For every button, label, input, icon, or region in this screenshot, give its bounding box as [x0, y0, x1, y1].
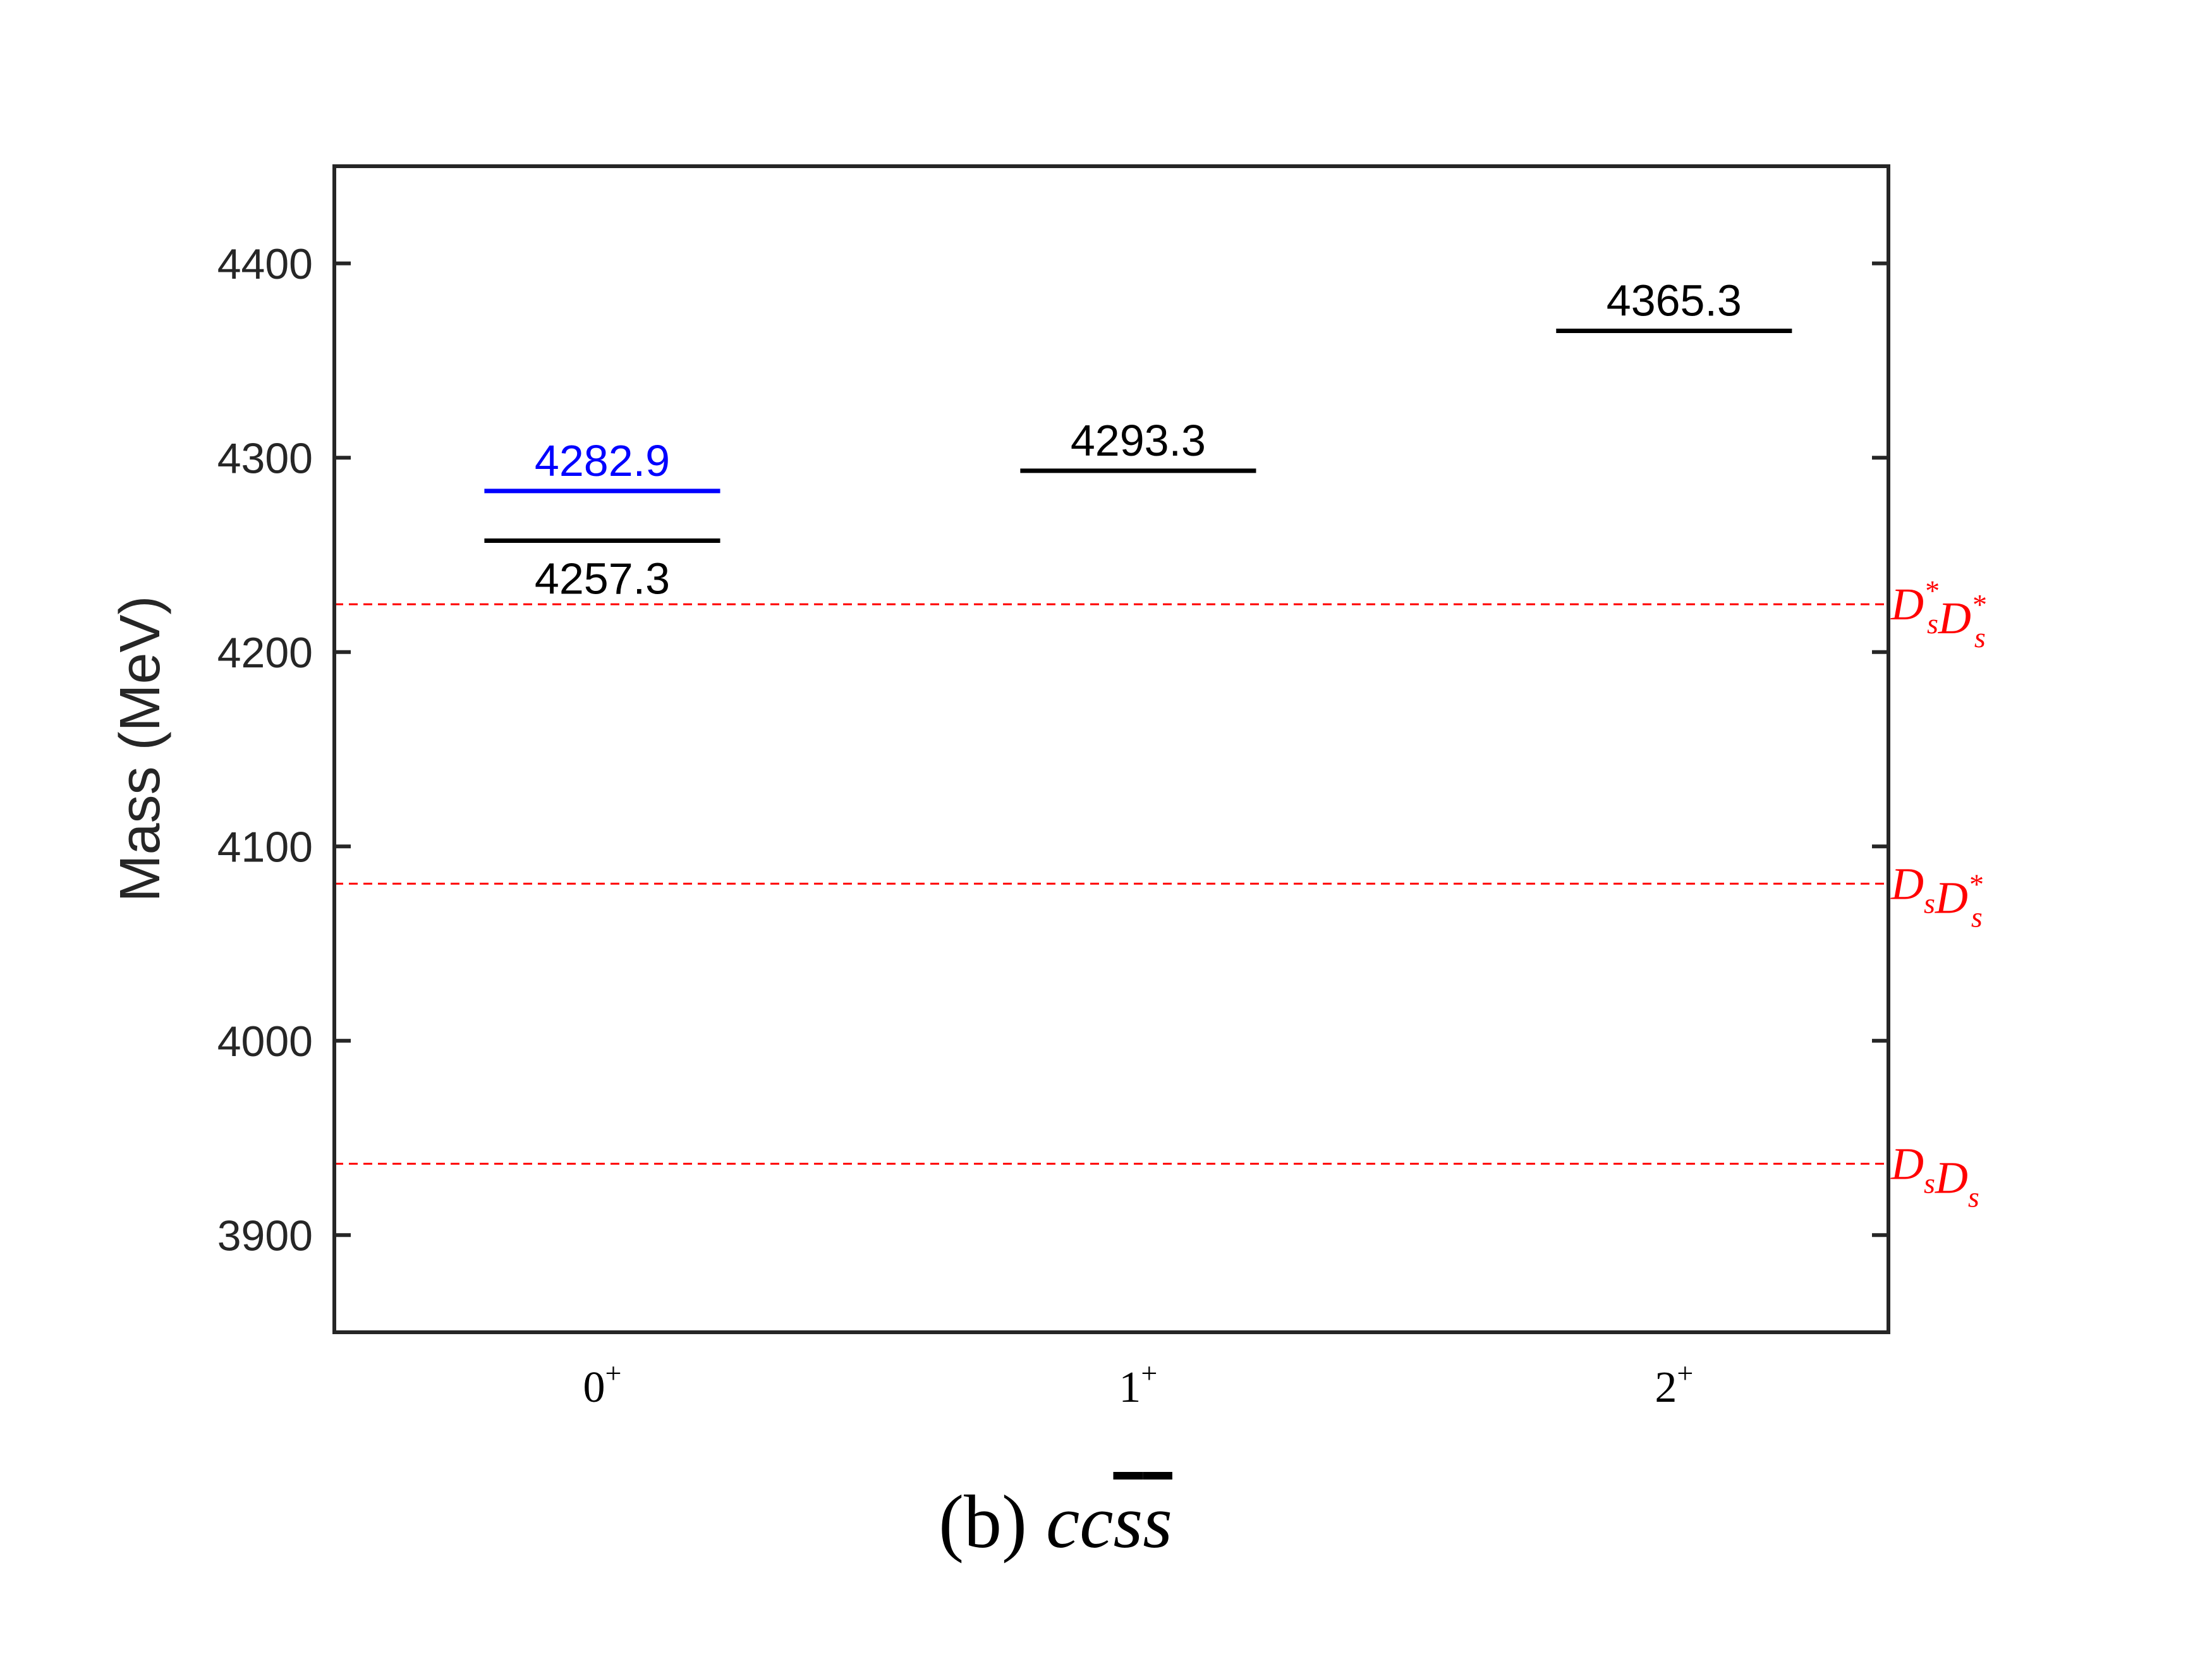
- threshold-label: DsD* s: [1890, 858, 1983, 933]
- threshold-label: DsDs: [1890, 1138, 1979, 1213]
- threshold-label-sup: *: [1968, 868, 1983, 900]
- levels-layer: 4282.9 4257.3 4293.3 4365.3: [484, 276, 1792, 604]
- threshold-label: D* sD* s: [1890, 574, 1986, 653]
- y-tick-label: 4000: [217, 1018, 313, 1066]
- y-tick-label: 4400: [217, 240, 313, 288]
- plot-frame: [332, 164, 1890, 1334]
- x-category-sup: +: [605, 1357, 621, 1389]
- y-tick-label: 4300: [217, 434, 313, 482]
- figure-caption: (b) ccss: [939, 1480, 1172, 1564]
- threshold-label-sub: s: [1974, 621, 1986, 653]
- x-category-sup: +: [1677, 1357, 1693, 1389]
- threshold-label-base: D: [1935, 872, 1968, 923]
- x-category-label: 1+: [1119, 1357, 1157, 1412]
- level-value-label: 4365.3: [1607, 276, 1742, 325]
- x-category-base: 2: [1655, 1363, 1677, 1412]
- threshold-label-sub: s: [1927, 607, 1938, 640]
- x-category-label: 0+: [583, 1357, 621, 1412]
- threshold-label-sub: s: [1924, 887, 1935, 919]
- y-tick-label: 4200: [217, 629, 313, 677]
- threshold-label-sub: s: [1971, 901, 1983, 933]
- x-category-label: 2+: [1655, 1357, 1693, 1412]
- y-tick-label: 3900: [217, 1212, 313, 1260]
- threshold-label-sup: *: [1924, 574, 1938, 607]
- x-category-sup: +: [1141, 1357, 1157, 1389]
- x-category-base: 1: [1119, 1363, 1141, 1412]
- caption-bar-s2: s: [1143, 1480, 1172, 1564]
- caption-bar-s1: s: [1114, 1480, 1143, 1564]
- caption-math: cc: [1046, 1480, 1114, 1564]
- threshold-label-base: D: [1890, 579, 1924, 629]
- level-value-label: 4257.3: [535, 554, 670, 604]
- threshold-label-sup: *: [1971, 588, 1986, 621]
- threshold-label-sub: s: [1924, 1167, 1935, 1199]
- threshold-label-base: D: [1935, 1152, 1968, 1203]
- y-tick-label: 4100: [217, 823, 313, 871]
- threshold-label-base: D: [1938, 593, 1971, 643]
- level-value-label: 4282.9: [535, 436, 670, 485]
- threshold-label-base: D: [1890, 1138, 1924, 1189]
- y-axis-label: Mass (MeV): [109, 595, 172, 902]
- threshold-label-base: D: [1890, 858, 1924, 909]
- level-value-label: 4293.3: [1071, 416, 1206, 465]
- caption-prefix: (b): [939, 1480, 1046, 1564]
- x-category-base: 0: [583, 1363, 605, 1412]
- threshold-label-sub: s: [1968, 1181, 1979, 1213]
